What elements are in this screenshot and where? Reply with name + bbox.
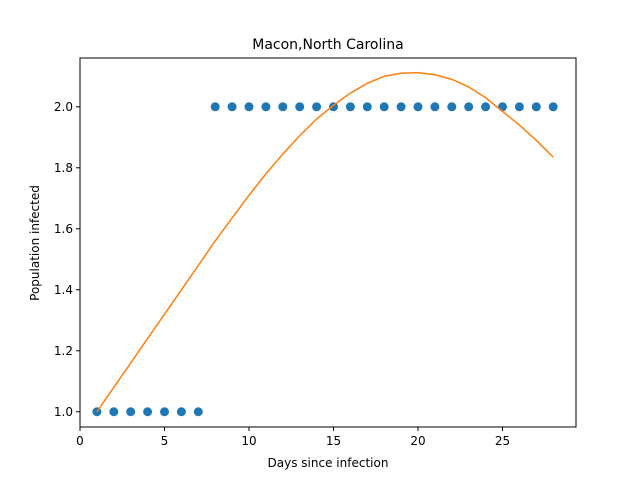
y-tick-label: 1.4 [54,283,73,297]
data-point [481,102,491,112]
data-point [345,102,355,112]
data-point [430,102,440,112]
data-point [210,102,220,112]
x-axis-label: Days since infection [268,456,389,470]
data-point [464,102,474,112]
data-point [227,102,237,112]
data-point [548,102,558,112]
data-point [396,102,406,112]
data-point [92,407,102,417]
data-point [379,102,389,112]
x-tick-label: 25 [495,434,510,448]
plot-area: 0 5 10 15 20 25 1.0 1.2 1.4 1.6 1.8 2.0 [54,71,558,448]
y-tick-label: 1.8 [54,161,73,175]
data-point [362,102,372,112]
data-point [312,102,322,112]
data-point [176,407,186,417]
data-point [413,102,423,112]
data-point [514,102,524,112]
x-tick-label: 15 [326,434,341,448]
data-point [261,102,271,112]
y-tick-label: 2.0 [54,100,73,114]
data-point [531,102,541,112]
chart-title: Macon,North Carolina [252,37,403,53]
y-tick-label: 1.2 [54,344,73,358]
data-point [109,407,119,417]
x-tick-label: 20 [410,434,425,448]
fit-line [96,71,554,413]
x-tick-label: 10 [241,434,256,448]
y-axis-label: Population infected [28,185,42,301]
data-point [143,407,153,417]
x-tick-label: 0 [76,434,84,448]
data-point [278,102,288,112]
x-tick-label: 5 [161,434,169,448]
y-tick-label: 1.6 [54,222,73,236]
y-tick-label: 1.0 [54,405,73,419]
data-point [193,407,203,417]
data-point [295,102,305,112]
data-point [126,407,136,417]
data-point [159,407,169,417]
data-point [447,102,457,112]
data-point [497,102,507,112]
data-point [244,102,254,112]
axes-frame [79,57,577,428]
